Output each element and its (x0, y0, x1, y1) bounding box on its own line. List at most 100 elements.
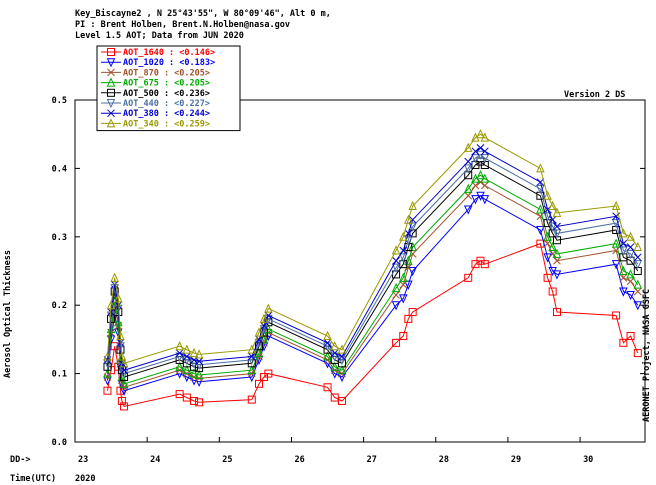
data-point (408, 215, 417, 224)
data-point (619, 273, 628, 282)
legend-swatch-marker (106, 99, 116, 109)
y-tick-label: 0.2 (52, 301, 67, 311)
x-tick-label: 27 (367, 455, 377, 465)
data-point (536, 163, 545, 173)
data-point (626, 269, 635, 279)
legend-swatch-marker (107, 88, 115, 97)
y-tick-label: 0.1 (52, 370, 67, 380)
data-point (189, 368, 199, 378)
x-tick-label: 30 (583, 455, 593, 465)
data-point (626, 243, 635, 251)
data-point (404, 314, 413, 323)
legend-entry: AOT_675 : <0.205> (101, 77, 210, 89)
data-point (464, 157, 473, 166)
data-point (480, 260, 489, 269)
data-point (633, 253, 642, 262)
data-point (612, 311, 621, 320)
data-point (194, 369, 204, 379)
legend-label: AOT_870 : <0.205> (123, 68, 210, 78)
data-point (463, 142, 473, 152)
data-point (553, 256, 561, 265)
data-point (548, 200, 557, 211)
data-point (110, 280, 119, 289)
legend-entry: AOT_1640 : <0.146> (101, 48, 215, 58)
data-point (103, 368, 112, 378)
data-point (103, 351, 112, 361)
data-point (619, 287, 628, 297)
y-tick-label: 0.3 (52, 233, 67, 243)
data-point (633, 287, 642, 296)
data-point (626, 290, 635, 301)
data-point (480, 132, 490, 142)
data-point (399, 246, 408, 255)
data-point (536, 178, 545, 186)
data-point (619, 228, 628, 238)
data-point (254, 379, 263, 388)
data-point (392, 256, 400, 265)
data-point (175, 341, 184, 351)
data-point (264, 369, 273, 378)
data-point (116, 330, 125, 340)
legend-entry: AOT_380 : <0.244> (101, 109, 210, 119)
data-point (480, 154, 490, 164)
data-point (323, 351, 332, 361)
data-point (264, 303, 273, 313)
header-line-pi: PI : Brent Holben, Brent.N.Holben@nasa.g… (75, 20, 290, 30)
data-point (463, 205, 473, 215)
data-point (463, 164, 473, 174)
data-point (103, 386, 112, 395)
data-point (611, 238, 621, 248)
legend-label: AOT_1640 : <0.146> (123, 48, 215, 58)
series-aot-1640 (103, 239, 642, 411)
data-point (480, 147, 489, 156)
data-point (338, 352, 346, 361)
data-point (399, 280, 408, 289)
x-tick-label: 28 (439, 455, 449, 465)
legend-label: AOT_1020 : <0.183> (123, 58, 215, 68)
legend-entry: AOT_1020 : <0.183> (101, 58, 215, 68)
series-layer (103, 129, 643, 411)
data-point (119, 358, 129, 368)
x-tick-label: 23 (78, 455, 88, 465)
x-tick-label: 29 (511, 455, 521, 465)
legend: AOT_1640 : <0.146>AOT_1020 : <0.183>AOT_… (96, 45, 241, 132)
data-point (247, 364, 257, 375)
data-point (114, 293, 123, 303)
data-point (117, 396, 126, 405)
data-point (392, 338, 401, 347)
data-point (633, 279, 643, 289)
data-point (548, 241, 557, 252)
series-aot-500 (103, 157, 642, 382)
legend-swatch-marker (106, 118, 116, 128)
data-point (330, 341, 340, 351)
data-point (553, 222, 561, 231)
data-point (399, 253, 408, 263)
data-point (476, 129, 485, 139)
data-point (552, 207, 562, 217)
data-point (117, 351, 127, 361)
data-point (619, 265, 628, 275)
x-axis: 23 24 25 26 27 28 29 30 (74, 437, 593, 465)
data-point (391, 282, 401, 293)
x-tick-label: 24 (150, 455, 160, 465)
data-point (175, 349, 184, 357)
legend-label: AOT_675 : <0.205> (123, 79, 210, 89)
data-point (464, 191, 473, 200)
header-line-level: Level 1.5 AOT; Data from JUN 2020 (75, 31, 244, 41)
data-point (633, 349, 642, 358)
y-axis: 0.0 0.1 0.2 0.3 0.4 0.5 (52, 96, 645, 448)
data-point (476, 144, 485, 152)
data-point (182, 364, 192, 375)
data-point (548, 222, 557, 232)
data-point (548, 215, 557, 224)
data-point (337, 364, 347, 375)
data-point (106, 300, 116, 310)
series-line (107, 160, 639, 378)
data-point (259, 313, 269, 323)
data-point (626, 231, 635, 241)
year-label: 2020 (75, 474, 95, 484)
data-point (119, 378, 129, 388)
data-point (480, 181, 489, 190)
plot-frame (74, 99, 646, 443)
data-point (633, 260, 643, 270)
